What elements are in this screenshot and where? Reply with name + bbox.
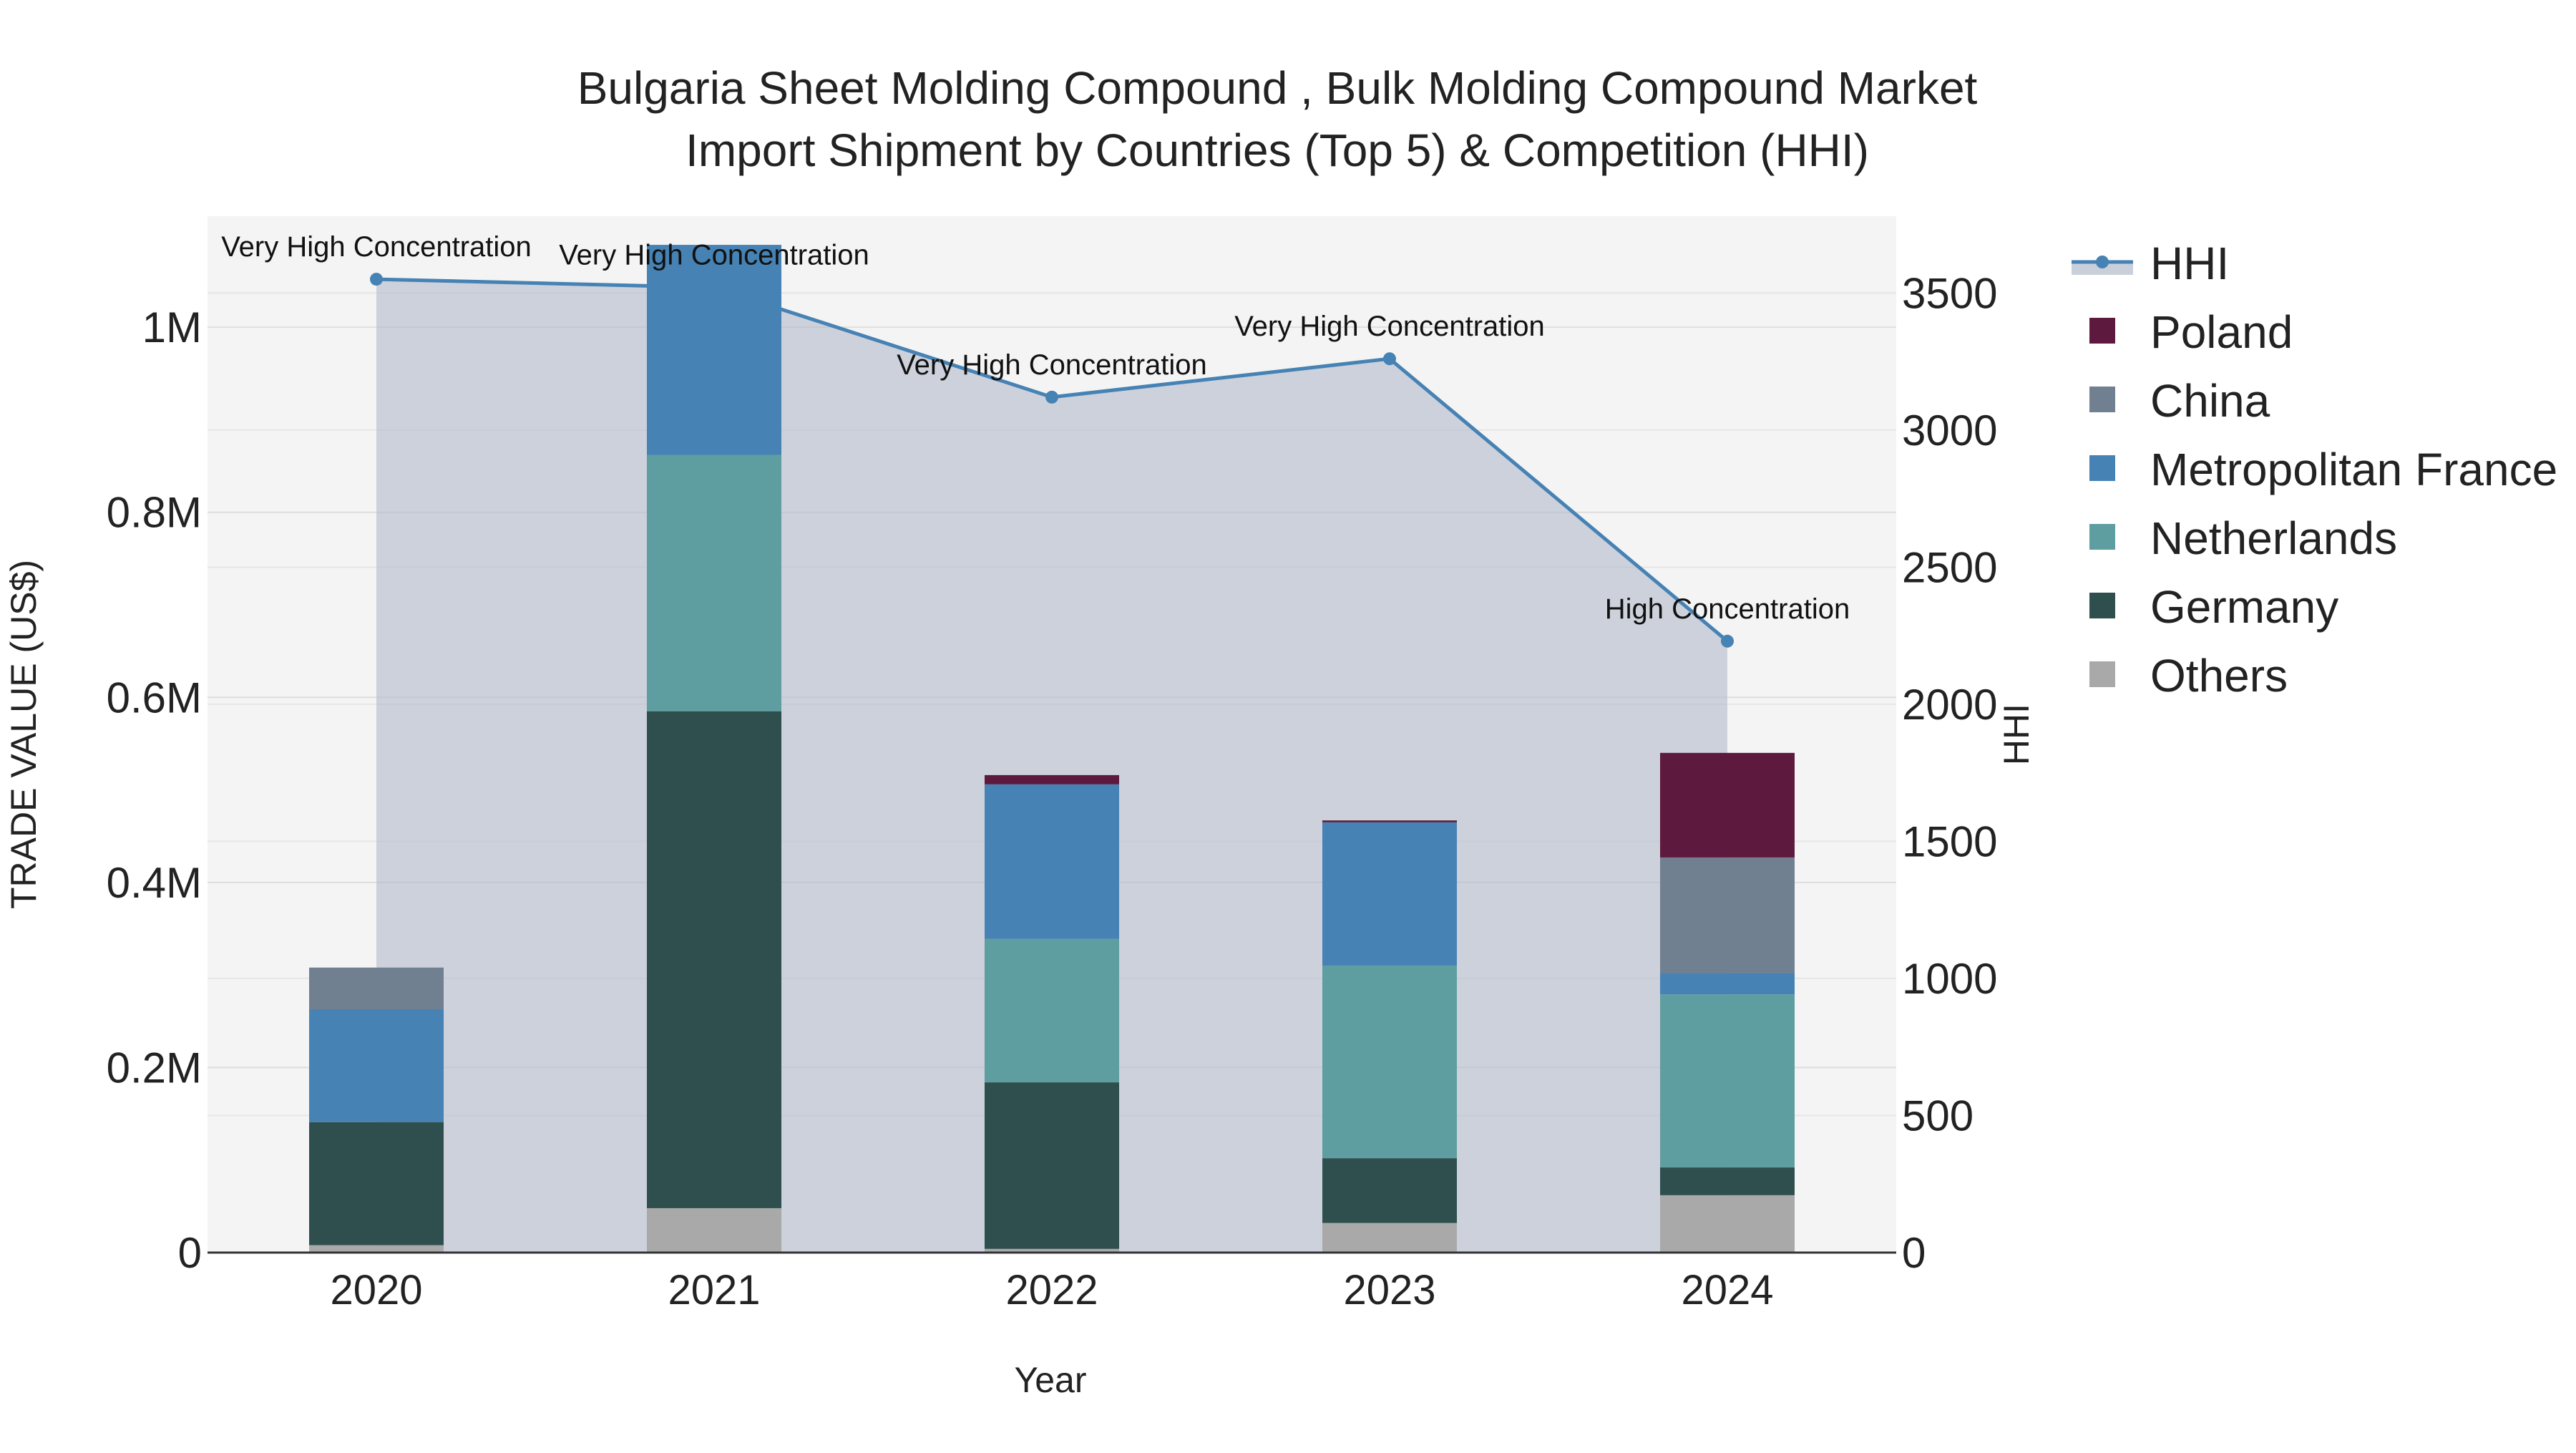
bar-germany-2024 — [1660, 1167, 1795, 1195]
legend-swatch-germany — [2089, 593, 2115, 618]
x-tick-label-2022: 2022 — [1005, 1267, 1098, 1313]
bar-poland-2023 — [1322, 820, 1457, 822]
hhi-label-2021: Very High Concentration — [559, 240, 869, 271]
bar-metropolitan-france-2023 — [1322, 822, 1457, 966]
bar-metropolitan-france-2020 — [309, 1009, 444, 1122]
hhi-marker-2021 — [708, 281, 721, 294]
y-tick-label: 0 — [178, 1229, 202, 1277]
chart-title-line-1: Bulgaria Sheet Molding Compound , Bulk M… — [577, 62, 1978, 114]
hhi-marker-2020 — [370, 273, 383, 286]
bar-netherlands-2024 — [1660, 994, 1795, 1168]
y-tick-label: 0.6M — [107, 674, 202, 721]
bar-others-2022 — [985, 1248, 1119, 1253]
hhi-label-2023: Very High Concentration — [1234, 311, 1545, 342]
bar-metropolitan-france-2022 — [985, 784, 1119, 939]
legend-swatch-netherlands — [2089, 524, 2115, 550]
hhi-marker-2024 — [1721, 634, 1734, 648]
bar-others-2020 — [309, 1245, 444, 1253]
x-axis-title: Year — [1014, 1360, 1086, 1400]
bar-germany-2022 — [985, 1082, 1119, 1249]
x-tick-label-2020: 2020 — [330, 1267, 422, 1313]
y2-tick-label: 2500 — [1902, 543, 1997, 591]
y-axis-title: TRADE VALUE (US$) — [4, 560, 44, 909]
y2-axis-title: HHI — [1996, 704, 2036, 765]
bar-metropolitan-france-2021 — [647, 245, 781, 455]
hhi-marker-2023 — [1383, 352, 1396, 366]
legend-swatch-china — [2089, 387, 2115, 412]
y2-tick-label: 3000 — [1902, 407, 1997, 455]
y2-tick-label: 1000 — [1902, 955, 1997, 1003]
legend-label-metropolitan-france: Metropolitan France — [2150, 444, 2557, 495]
legend-swatch-poland — [2089, 318, 2115, 344]
x-tick-label-2024: 2024 — [1681, 1267, 1773, 1313]
x-tick-label-2023: 2023 — [1343, 1267, 1435, 1313]
y-tick-label: 0.4M — [107, 859, 202, 907]
x-tick-label-2021: 2021 — [668, 1267, 760, 1313]
legend-label-others: Others — [2150, 650, 2288, 701]
y-tick-label: 0.8M — [107, 489, 202, 537]
y-tick-label: 1M — [142, 303, 202, 351]
bar-poland-2024 — [1660, 752, 1795, 857]
axes: 2020 2021 2022 2023 2024 0 0.2M 0.4M 0.6M 0.8M 1M 0… — [107, 269, 1998, 1313]
legend-label-germany: Germany — [2150, 581, 2338, 633]
bar-germany-2021 — [647, 711, 781, 1208]
hhi-label-2020: Very High Concentration — [221, 231, 532, 263]
hhi-marker-2022 — [1045, 390, 1058, 404]
bar-germany-2020 — [309, 1122, 444, 1245]
hhi-label-2024: High Concentration — [1605, 593, 1850, 625]
legend-label-china: China — [2150, 375, 2270, 427]
bar-others-2023 — [1322, 1223, 1457, 1253]
legend: HHI Poland China Metropolitan France Netherl… — [2072, 238, 2557, 701]
legend-swatch-metropolitan-france — [2089, 455, 2115, 481]
bar-others-2024 — [1660, 1195, 1795, 1253]
y2-tick-label: 0 — [1902, 1229, 1926, 1277]
legend-swatch-hhi-marker — [2096, 256, 2109, 268]
bar-netherlands-2022 — [985, 938, 1119, 1083]
chart-title-line-2: Import Shipment by Countries (Top 5) & C… — [686, 125, 1869, 176]
y2-tick-label: 1500 — [1902, 817, 1997, 865]
bar-metropolitan-france-2024 — [1660, 973, 1795, 995]
y2-tick-label: 3500 — [1902, 269, 1997, 317]
bar-others-2021 — [647, 1207, 781, 1253]
hhi-line-group: Very High Concentration Very High Concent… — [221, 231, 1850, 648]
y2-tick-label: 500 — [1902, 1092, 1974, 1139]
bar-poland-2022 — [985, 774, 1119, 784]
bar-china-2020 — [309, 967, 444, 1009]
bar-china-2024 — [1660, 857, 1795, 973]
bar-germany-2023 — [1322, 1158, 1457, 1223]
hhi-label-2022: Very High Concentration — [897, 349, 1207, 381]
y2-tick-label: 2000 — [1902, 681, 1997, 729]
bar-stack-group — [309, 245, 1795, 1253]
legend-label-netherlands: Netherlands — [2150, 512, 2397, 564]
legend-label-poland: Poland — [2150, 306, 2293, 358]
legend-label-hhi: HHI — [2150, 238, 2229, 289]
bar-netherlands-2021 — [647, 455, 781, 711]
bar-netherlands-2023 — [1322, 966, 1457, 1159]
legend-swatch-others — [2089, 661, 2115, 687]
y-tick-label: 0.2M — [107, 1044, 202, 1092]
